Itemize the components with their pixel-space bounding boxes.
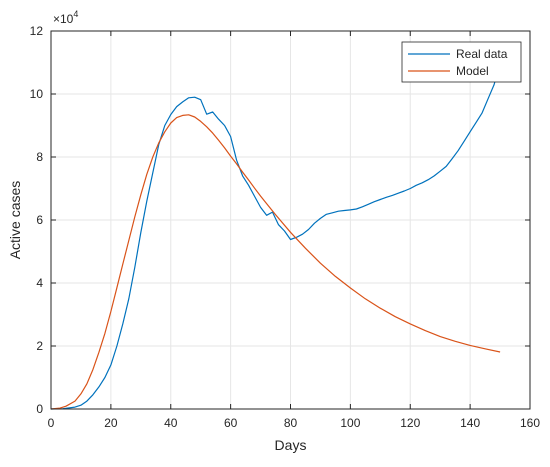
x-axis-label: Days [275,437,307,453]
y-axis-exponent: ×104 [53,9,78,26]
x-tick-label: 60 [224,416,238,430]
legend-label-real-data: Real data [456,47,508,61]
x-tick-label: 40 [164,416,178,430]
grid-lines [51,31,530,409]
legend-label-model: Model [456,64,489,78]
axis-ticks [50,30,531,410]
y-tick-label: 12 [30,24,44,38]
x-tick-label: 20 [104,416,118,430]
exponent-base: ×10 [53,12,74,26]
x-tick-label: 140 [460,416,480,430]
y-tick-label: 10 [30,87,44,101]
series-line-model [50,114,501,410]
x-tick-labels: 0 20 40 60 80 100 120 140 160 [48,416,541,430]
x-tick-label: 80 [284,416,298,430]
x-tick-label: 0 [48,416,55,430]
y-tick-label: 2 [36,339,43,353]
y-tick-labels: 0 2 4 6 8 10 12 [30,24,44,416]
x-tick-label: 100 [340,416,360,430]
y-tick-label: 6 [36,213,43,227]
series-lines [50,62,501,410]
y-tick-label: 4 [36,276,43,290]
x-tick-label: 120 [400,416,420,430]
series-line-real-data [50,62,501,410]
y-axis-label: Active cases [7,181,23,260]
x-tick-label: 160 [520,416,540,430]
y-tick-label: 0 [36,402,43,416]
legend-box [401,41,522,83]
y-tick-label: 8 [36,150,43,164]
exponent-power: 4 [73,9,78,19]
legend: Real data Model [401,41,522,83]
